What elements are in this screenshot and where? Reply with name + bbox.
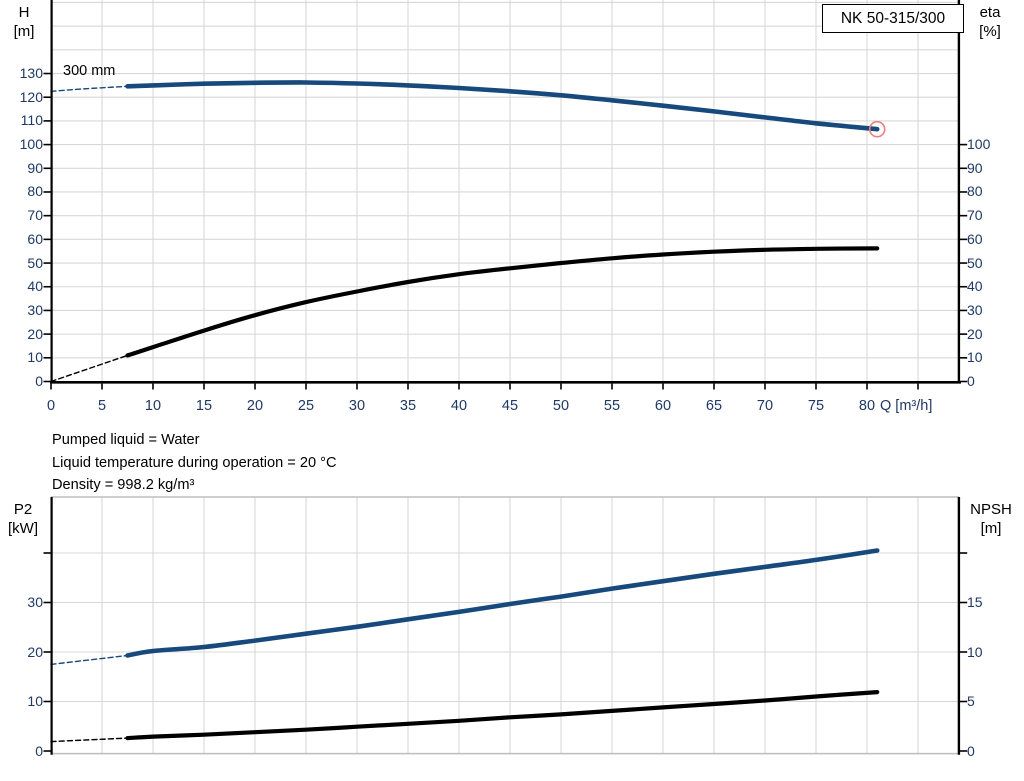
y-left-tick-label: 40 [27,278,43,295]
y-left-tick-label: 50 [27,254,43,271]
y-left-tick-label: 30 [27,301,43,318]
y-left-tick-label: 0 [35,742,43,759]
h-axis-name: H [18,4,30,21]
y-right-tick-label: 0 [967,373,975,389]
x-tick-label: 30 [348,398,366,414]
y-right-tick-label: 80 [967,183,983,200]
y-right-tick-label: 10 [967,643,983,660]
h-axis-unit: [m] [13,23,35,40]
y-left-tick-label: 80 [27,183,43,200]
eta-curve [125,246,880,358]
x-tick-label: 25 [297,398,315,414]
info-pumped-liquid: Pumped liquid = Water [52,432,200,448]
y-left-tick-label: 90 [27,159,43,176]
q-axis-label: Q [m³/h] [880,398,933,414]
p2-axis-name: P2 [13,501,33,518]
y-right-tick-label: 10 [967,349,983,366]
y-left-tick-label: 10 [27,693,43,709]
x-tick-label: 15 [195,398,213,414]
y-right-tick-label: 30 [967,301,983,318]
y-left-tick-label: 20 [27,643,43,660]
y-right-tick-label: 15 [967,594,983,610]
npsh-axis-name: NPSH [970,501,1012,518]
y-right-tick-label: 5 [967,693,975,709]
x-tick-label: 40 [450,398,468,414]
npsh-axis-label: NPSH [m] [962,500,1020,538]
eta-axis-label: eta [%] [968,3,1012,41]
y-left-tick-label: 70 [27,207,43,224]
eta-axis-name: eta [979,4,1001,21]
head-curve-dashed [50,85,129,92]
p2-axis-unit: [kW] [8,520,38,537]
x-tick-label: 65 [705,398,723,414]
y-left-tick-label: 100 [19,136,43,153]
x-tick-label: 75 [807,398,825,414]
y-left-tick-label: 120 [19,88,43,105]
impeller-diameter-label: 300 mm [63,63,116,79]
npsh-axis-unit: [m] [980,520,1002,537]
npsh-curve [125,690,880,741]
x-tick-label: 55 [603,398,621,414]
eta-axis-unit: [%] [979,23,1001,40]
x-tick-label: 35 [399,398,417,414]
y-right-tick-label: 90 [967,159,983,176]
y-left-tick-label: 10 [27,349,43,366]
y-left-tick-label: 20 [27,325,43,342]
info-density: Density = 998.2 kg/m³ [52,477,195,494]
y-right-tick-label: 100 [967,136,991,153]
x-tick-label: 45 [501,398,519,414]
pump-type-label: NK 50-315/300 [840,9,946,27]
p2-axis-label: P2 [kW] [2,500,44,538]
p2-curve [125,548,880,658]
y-left-tick-label: 110 [20,112,43,129]
info-liquid-temperature: Liquid temperature during operation = 20… [52,454,337,471]
eta-curve-dashed [50,354,129,383]
y-right-tick-label: 20 [967,325,983,342]
y-right-tick-label: 60 [967,230,983,247]
x-tick-label: 0 [46,398,56,414]
x-tick-label: 10 [144,398,162,414]
x-tick-label: 70 [756,398,774,414]
x-tick-label: 5 [97,398,107,414]
p2-curve-dashed [50,654,129,666]
x-tick-label: 60 [654,398,672,414]
head-curve [125,80,880,132]
duty-point [868,120,886,138]
pump-type-box: NK 50-315/300 [822,4,964,33]
y-right-tick-label: 50 [967,254,983,271]
liquid-info: Pumped liquid = Water Liquid temperature… [52,429,337,497]
y-left-tick-label: 0 [35,373,43,389]
y-right-tick-label: 0 [967,742,975,759]
npsh-curve-dashed [50,737,129,743]
y-left-tick-label: 130 [19,65,43,82]
x-tick-label: 50 [552,398,570,414]
x-tick-label: 80 [858,398,876,414]
y-left-tick-label: 60 [27,230,43,247]
x-tick-label: 20 [246,398,264,414]
y-right-tick-label: 70 [967,207,983,224]
h-axis-label: H [m] [4,3,44,41]
y-right-tick-label: 40 [967,278,983,295]
y-left-tick-label: 30 [27,594,43,610]
